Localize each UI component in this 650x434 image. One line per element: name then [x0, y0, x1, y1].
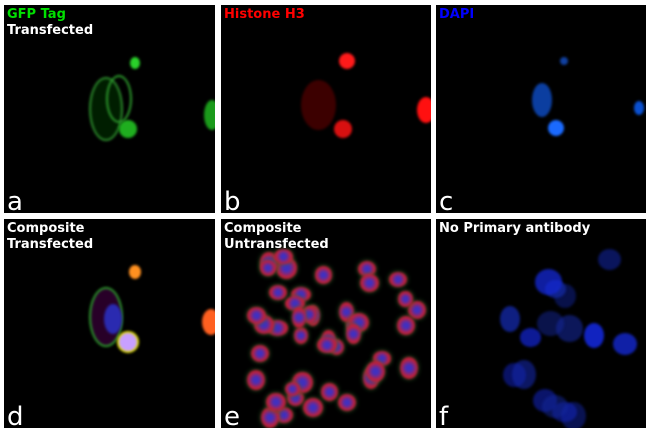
cell — [556, 315, 584, 342]
cell — [337, 393, 356, 412]
cell — [389, 272, 408, 287]
panel-title: GFP Tag — [7, 7, 66, 22]
cell — [534, 269, 562, 295]
panel-no-primary-antibody: No Primary antibody f — [436, 219, 646, 428]
panel-title: Composite — [7, 221, 85, 236]
cell — [117, 331, 139, 353]
cell — [314, 266, 333, 284]
panel-subtitle: Untransfected — [224, 237, 329, 252]
cell — [119, 120, 137, 138]
panel-letter: a — [7, 187, 23, 213]
cell — [293, 327, 309, 344]
cell — [598, 248, 622, 270]
cell — [357, 261, 376, 278]
cell — [274, 406, 293, 423]
cell — [251, 345, 269, 363]
cell — [301, 80, 336, 130]
cell — [560, 57, 568, 65]
panel-histone-h3: Histone H3 b — [221, 5, 431, 213]
cell — [417, 97, 431, 123]
panel-title: DAPI — [439, 7, 475, 22]
cell — [303, 397, 324, 417]
cell — [366, 360, 386, 382]
cell — [130, 57, 140, 69]
cell — [512, 359, 536, 390]
cell — [537, 310, 565, 336]
cell — [204, 100, 215, 130]
panel-composite-transfected: Composite Transfected d — [4, 219, 215, 428]
cell — [106, 75, 132, 123]
panel-gfp-tag: GFP Tag Transfected a — [4, 5, 215, 213]
cell — [247, 306, 266, 325]
cell — [320, 383, 339, 401]
cell — [532, 83, 552, 117]
cell — [260, 259, 276, 277]
cell — [247, 370, 266, 390]
cell — [334, 120, 352, 138]
panel-letter: c — [439, 187, 454, 213]
cell — [285, 381, 301, 397]
panel-subtitle: Transfected — [7, 237, 94, 252]
cell — [202, 309, 215, 335]
cell — [261, 407, 279, 428]
panel-title: Histone H3 — [224, 7, 305, 22]
cell — [345, 324, 361, 345]
cell — [583, 322, 605, 349]
cell — [269, 284, 287, 300]
panel-title: Composite — [224, 221, 302, 236]
panel-letter: d — [7, 402, 24, 428]
cell — [612, 332, 638, 356]
panel-composite-untransfected: Composite Untransfected e — [221, 219, 431, 428]
cell — [129, 265, 141, 279]
panel-letter: e — [224, 402, 240, 428]
panel-letter: b — [224, 187, 241, 213]
cell — [317, 337, 337, 354]
cell — [273, 249, 293, 264]
cell — [541, 395, 568, 419]
panel-dapi: DAPI c — [436, 5, 646, 213]
cell — [291, 306, 307, 328]
cell — [500, 306, 521, 333]
cell — [104, 304, 122, 334]
panel-subtitle: Transfected — [7, 23, 94, 38]
cell — [396, 315, 415, 336]
cell — [634, 101, 644, 115]
cell — [548, 120, 564, 136]
panel-letter: f — [439, 402, 449, 428]
cell — [398, 291, 413, 307]
panel-title: No Primary antibody — [439, 221, 591, 236]
cell — [360, 274, 379, 293]
cell — [520, 328, 542, 347]
cell — [266, 392, 286, 411]
cell — [408, 300, 426, 319]
cell — [400, 357, 418, 380]
cell — [339, 53, 355, 69]
